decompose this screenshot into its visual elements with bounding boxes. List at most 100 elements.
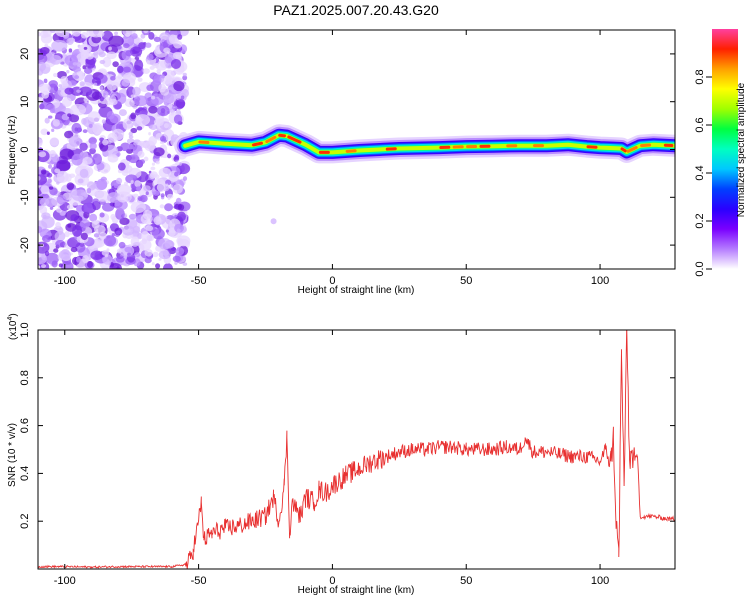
noise-blob (138, 239, 152, 251)
noise-blob (43, 78, 48, 84)
noise-blob (140, 33, 146, 39)
noise-blob (172, 183, 183, 194)
noise-blob (158, 257, 162, 261)
snr-x-axis-label: Height of straight line (km) (298, 585, 415, 596)
noise-blob (80, 32, 88, 39)
noise-blob (56, 170, 69, 183)
noise-blob (177, 204, 185, 211)
noise-blob (87, 260, 94, 269)
signal-peak (265, 135, 277, 144)
noise-blob (60, 76, 69, 84)
noise-blob (68, 135, 81, 147)
noise-blob (70, 162, 74, 167)
noise-blob (133, 252, 141, 258)
spectrogram-y-axis-label: Frequency (Hz) (7, 116, 18, 185)
noise-blob (180, 95, 185, 100)
noise-blob (115, 208, 125, 220)
noise-blob (158, 167, 172, 178)
signal-peak (198, 140, 210, 145)
noise-blob (172, 51, 182, 60)
noise-blob (143, 156, 149, 162)
noise-blob (144, 248, 153, 257)
noise-blob (80, 232, 88, 240)
noise-blob (157, 105, 170, 117)
noise-blob (92, 153, 102, 165)
colorbar-tick-label: 0.8 (694, 69, 706, 84)
noise-blob (38, 138, 44, 146)
noise-blob (145, 42, 152, 48)
noise-blob (145, 225, 154, 232)
noise-blob (101, 249, 110, 256)
noise-blob (93, 233, 100, 238)
noise-blob (102, 56, 112, 68)
noise-blob (153, 216, 162, 225)
noise-blob (156, 183, 166, 192)
noise-blob (138, 42, 146, 50)
noise-blob (174, 154, 180, 161)
noise-blob (39, 205, 48, 215)
noise-blob (59, 148, 74, 160)
signal-peak (251, 141, 263, 147)
noise-blob (130, 127, 138, 134)
y-tick-label: 0.6 (19, 418, 31, 433)
noise-blob (38, 175, 41, 181)
noise-blob (150, 166, 156, 171)
noise-blob (66, 37, 74, 46)
noise-blob (49, 54, 62, 65)
noise-blob (165, 183, 169, 187)
noise-blob (127, 143, 134, 150)
noise-blob (41, 264, 47, 269)
snr-multiplier-label: (x104) (7, 313, 19, 340)
noise-blob (132, 105, 138, 109)
noise-blob (270, 218, 277, 225)
noise-blob (55, 221, 61, 229)
noise-blob (128, 213, 137, 220)
signal-peak (586, 145, 598, 149)
noise-blob (71, 153, 83, 166)
x-tick-label: 0 (329, 275, 335, 287)
noise-blob (155, 263, 161, 269)
noise-blob (135, 109, 141, 114)
spectrogram-x-ticks: -100 -50 0 50 100 (54, 30, 609, 287)
noise-blob (108, 98, 118, 106)
noise-blob (38, 226, 43, 234)
snr-series-line (38, 330, 675, 569)
noise-blob (94, 224, 106, 234)
signal-peak (640, 143, 652, 148)
noise-blob (38, 169, 43, 175)
spectrogram-y-ticks: -20 -10 0 10 20 (19, 48, 675, 253)
y-tick-label: 20 (19, 48, 31, 60)
noise-blob (177, 34, 183, 40)
colorbar-tick-label: 0.0 (694, 261, 706, 276)
noise-blob (163, 47, 171, 54)
noise-blob (102, 139, 109, 146)
noise-blob (163, 123, 169, 129)
noise-blob (127, 252, 131, 256)
colorbar-ticks: 0.0 0.2 0.4 0.6 0.8 (694, 69, 712, 277)
noise-blob (130, 236, 140, 247)
noise-blob (130, 180, 134, 185)
noise-blob (125, 174, 138, 184)
y-tick-label: -20 (19, 237, 31, 253)
noise-blob (137, 77, 143, 82)
noise-blob (67, 113, 72, 118)
noise-blob (151, 228, 165, 240)
noise-blob (160, 193, 165, 198)
noise-blob (98, 231, 107, 240)
noise-blob (151, 95, 156, 100)
noise-blob (144, 257, 152, 264)
noise-blob (44, 250, 50, 257)
signal-peak (626, 146, 638, 153)
noise-blob (84, 67, 93, 74)
noise-blob (174, 171, 179, 177)
noise-blob (182, 75, 188, 81)
noise-blob (106, 51, 117, 60)
noise-blob (146, 53, 154, 61)
noise-blob (121, 79, 130, 87)
noise-blob (64, 231, 70, 238)
noise-blob (137, 196, 143, 202)
noise-blob (40, 169, 47, 175)
noise-blob (124, 246, 133, 253)
noise-blob (82, 255, 89, 264)
